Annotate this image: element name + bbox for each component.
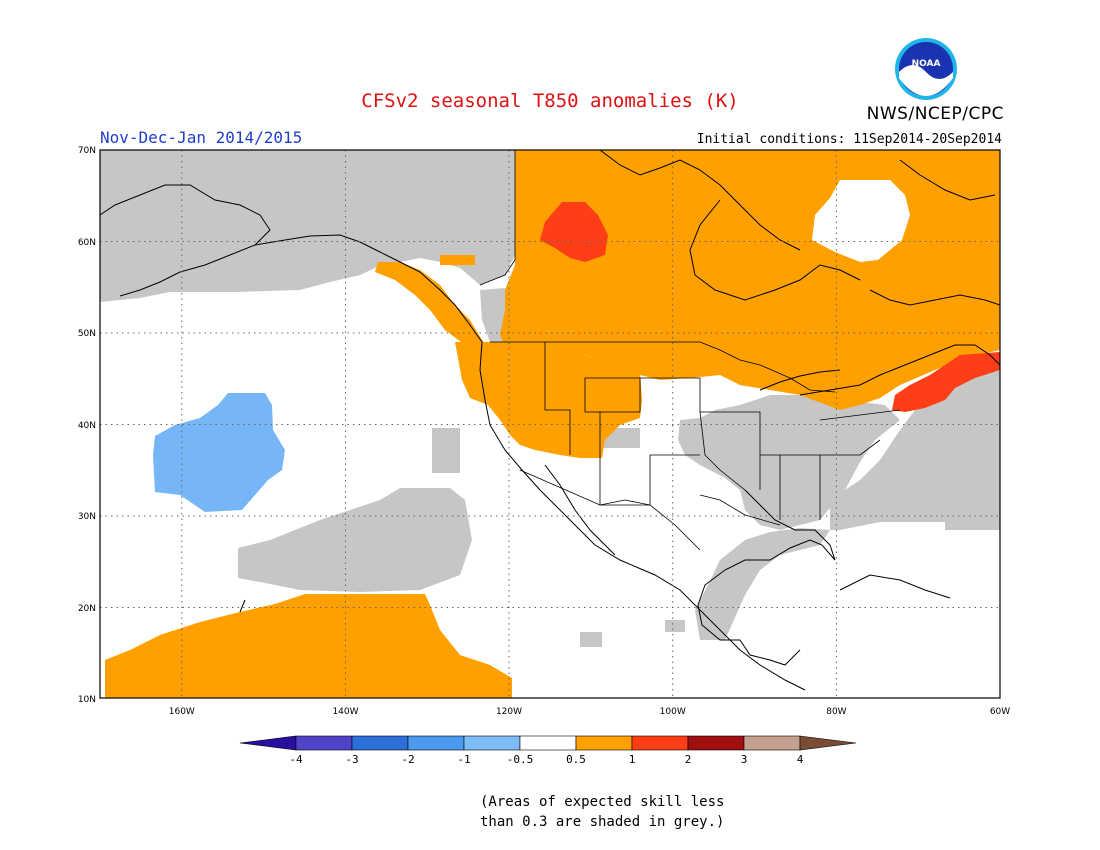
organization-label: NWS/NCEP/CPC [866,104,1004,124]
lightblue-pacific [153,393,285,512]
lon-label: 100W [660,707,686,717]
colorbar: -4 -3 -2 -1 -0.5 0.5 1 2 3 4 [239,735,857,766]
coastlines [100,150,1000,691]
grey-pacific [238,488,472,592]
colorbar-swatch [743,735,801,751]
colorbar-label: 2 [685,753,692,766]
colorbar-label: 4 [797,753,804,766]
lon-label: 80W [826,707,846,717]
footnote-line-2: than 0.3 are shaded in grey.) [480,814,725,830]
colorbar-label: -1 [457,753,470,766]
grey-eastern-us [678,395,900,530]
orange-western-us [455,342,642,458]
lat-label: 30N [78,512,96,522]
colorbar-label: 3 [741,753,748,766]
grey-atlantic [830,370,1000,530]
colorbar-arrow-low [239,735,297,751]
colorbar-label: -0.5 [507,753,534,766]
colorbar-label: 1 [629,753,636,766]
colorbar-swatch [463,735,521,751]
lat-labels: 70N 60N 50N 40N 30N 20N 10N [78,146,96,705]
colorbar-swatch [295,735,353,751]
forecast-period: Nov-Dec-Jan 2014/2015 [100,128,303,147]
borders [479,150,901,551]
map-frame [99,149,1001,699]
logo-text: NOAA [912,59,941,69]
grey-alaska [100,150,515,302]
orange-tropical-pacific [105,594,512,698]
chart-title: CFSv2 seasonal T850 anomalies (K) [361,90,739,112]
colorbar-label: -4 [289,753,303,766]
lat-label: 10N [78,695,96,705]
colorbar-label: -2 [401,753,414,766]
lat-label: 60N [78,238,96,248]
lon-labels: 160W 140W 120W 100W 80W 60W [169,707,1011,717]
graticule [100,150,1000,698]
initial-conditions: Initial conditions: 11Sep2014-20Sep2014 [696,132,1002,147]
colorbar-arrow-high [799,735,857,751]
lat-label: 70N [78,146,96,156]
lat-label: 40N [78,421,96,431]
redorange-nw-canada [540,202,608,262]
footnote-line-1: (Areas of expected skill less [480,794,725,810]
colorbar-swatch [631,735,689,751]
lat-label: 20N [78,604,96,614]
noaa-logo: NOAA [895,38,957,100]
lon-label: 120W [496,707,522,717]
lon-label: 160W [169,707,195,717]
colorbar-label: -3 [345,753,358,766]
colorbar-label: 0.5 [566,753,586,766]
colorbar-swatch [407,735,465,751]
colorbar-swatch [519,735,577,751]
redorange-new-england [892,352,1000,412]
footnote: (Areas of expected skill less than 0.3 a… [480,792,724,832]
colorbar-swatch [575,735,633,751]
colorbar-swatch [351,735,409,751]
lon-label: 60W [990,707,1010,717]
lat-label: 50N [78,329,96,339]
lon-label: 140W [332,707,358,717]
map-area [100,150,1000,698]
colorbar-swatch [687,735,745,751]
